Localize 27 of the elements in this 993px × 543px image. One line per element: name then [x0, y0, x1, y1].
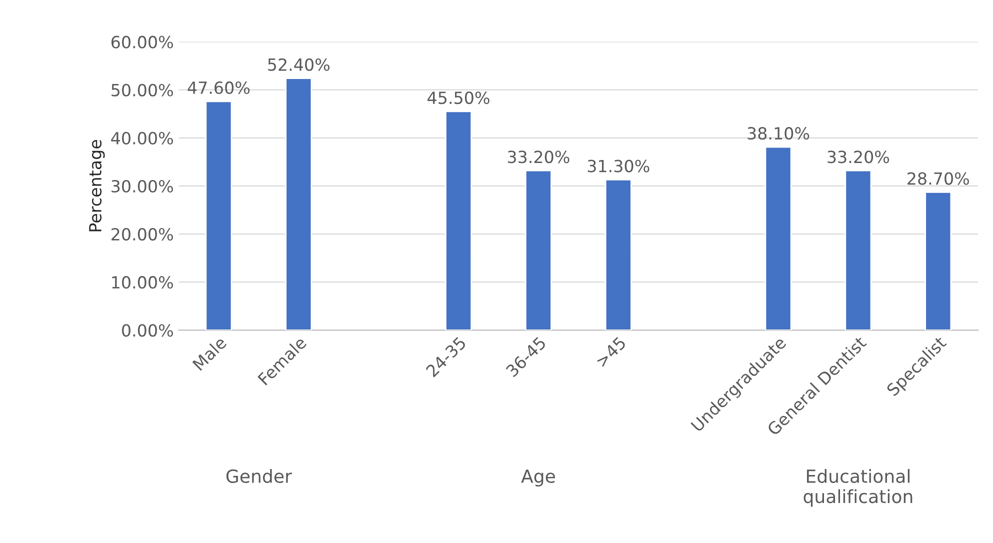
data-label: 52.40% — [268, 58, 330, 71]
y-tick-label: 40.00% — [111, 132, 173, 144]
data-label: 47.60% — [188, 81, 250, 94]
text: Educational qualification — [804, 469, 912, 507]
data-label: 31.30% — [588, 160, 650, 172]
bar — [844, 170, 872, 330]
y-tick-label: 10.00% — [112, 276, 173, 289]
data-label: 33.20% — [508, 150, 570, 164]
bar — [764, 146, 792, 330]
y-tick-label: 0.00% — [122, 324, 173, 337]
bar — [524, 170, 552, 330]
bar — [205, 100, 232, 330]
data-label: 33.20% — [828, 150, 890, 164]
bar — [604, 179, 632, 330]
data-label: 45.50% — [428, 91, 490, 104]
text: Gender — [226, 469, 292, 484]
bar — [924, 192, 952, 330]
text: Age — [521, 470, 555, 487]
y-tick-label: 50.00% — [112, 84, 173, 96]
y-tick-label: 60.00% — [111, 36, 173, 48]
y-tick-label: 20.00% — [112, 228, 173, 241]
bar — [445, 110, 472, 330]
data-label: 38.10% — [748, 127, 810, 140]
bar — [285, 78, 312, 330]
data-label: 28.70% — [908, 172, 969, 185]
y-axis-title: Percentage — [89, 140, 105, 232]
y-tick-label: 30.00% — [112, 180, 173, 193]
